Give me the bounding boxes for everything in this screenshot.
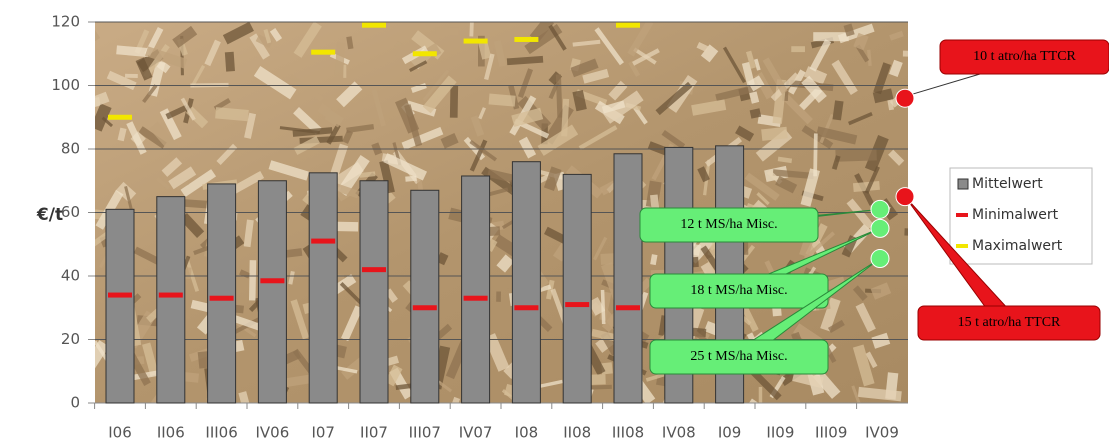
range-marker <box>616 23 640 28</box>
legend-swatch <box>958 179 968 189</box>
range-marker <box>514 305 538 310</box>
bar <box>563 174 591 403</box>
x-tick-label: III08 <box>612 424 644 442</box>
x-tick-label: II08 <box>563 424 591 442</box>
wood-chip <box>435 27 458 34</box>
point <box>896 89 914 107</box>
range-marker <box>311 50 335 55</box>
wood-chip <box>469 22 473 36</box>
x-tick-label: IV08 <box>662 424 696 442</box>
callout-label: 12 t MS/ha Misc. <box>680 217 777 232</box>
bar <box>614 154 642 403</box>
wood-chip <box>835 149 876 162</box>
bar <box>208 184 236 403</box>
wood-chip <box>88 372 95 392</box>
point <box>871 200 889 218</box>
callout-label: 15 t atro/ha TTCR <box>958 315 1061 330</box>
bar <box>106 209 134 403</box>
y-tick-label: 60 <box>61 203 80 221</box>
y-tick-label: 20 <box>61 330 80 348</box>
range-marker <box>616 305 640 310</box>
wood-chip <box>225 52 235 72</box>
chart: €/t 0 20 40 60 80 100 120 I06 II06 III06 IV06 I07 II… <box>0 0 1109 444</box>
y-tick-label: 40 <box>61 267 80 285</box>
callout-label: 25 t MS/ha Misc. <box>690 349 787 364</box>
wood-chip <box>450 85 458 118</box>
range-marker <box>260 278 284 283</box>
bar <box>309 173 337 403</box>
range-marker <box>159 293 183 298</box>
wood-chip <box>66 28 100 56</box>
range-marker <box>565 302 589 307</box>
wood-chip <box>496 291 501 301</box>
x-tick-label: I06 <box>108 424 132 442</box>
range-marker <box>413 51 437 56</box>
x-tick-label: I07 <box>311 424 335 442</box>
x-tick-label: II09 <box>766 424 794 442</box>
wood-chip <box>759 387 762 427</box>
bar <box>258 181 286 403</box>
range-marker <box>210 296 234 301</box>
wood-chip <box>489 93 516 106</box>
range-marker <box>362 267 386 272</box>
wood-chip <box>184 372 199 383</box>
bar <box>157 197 185 403</box>
range-marker <box>413 305 437 310</box>
wood-chip <box>904 228 919 236</box>
x-tick-label: III06 <box>205 424 237 442</box>
y-tick-label: 120 <box>51 13 80 31</box>
x-tick-label: II07 <box>360 424 388 442</box>
bar <box>411 190 439 403</box>
wood-chip <box>791 46 805 52</box>
page: {"chart_data": {"type": "bar", "y_label"… <box>0 0 1109 444</box>
range-marker <box>514 37 538 42</box>
legend-label: Maximalwert <box>972 238 1063 254</box>
x-tick-label: IV09 <box>865 424 899 442</box>
x-tick-label: III07 <box>409 424 441 442</box>
bar <box>360 181 388 403</box>
x-tick-label: I09 <box>718 424 742 442</box>
callout-label: 10 t atro/ha TTCR <box>973 49 1076 64</box>
callout-label: 18 t MS/ha Misc. <box>690 283 787 298</box>
range-marker <box>362 23 386 28</box>
y-tick-label: 100 <box>51 76 80 94</box>
range-marker <box>464 296 488 301</box>
point <box>896 188 914 206</box>
wood-chip <box>813 32 848 41</box>
x-tick-label: I08 <box>515 424 539 442</box>
x-tick-label: IV07 <box>459 424 493 442</box>
legend-swatch <box>956 213 968 217</box>
point <box>871 250 889 268</box>
wood-chip <box>125 74 138 78</box>
bar <box>512 162 540 403</box>
legend-swatch <box>956 244 968 248</box>
x-tick-label: III09 <box>815 424 847 442</box>
y-axis-label: €/t <box>36 205 63 225</box>
wood-chip <box>343 65 346 78</box>
wood-chip <box>590 385 612 390</box>
y-tick-label: 80 <box>61 140 80 158</box>
x-tick-label: II06 <box>157 424 185 442</box>
wood-chip <box>249 260 256 300</box>
range-marker <box>311 239 335 244</box>
wood-chip <box>813 133 817 176</box>
legend-label: Minimalwert <box>972 207 1059 223</box>
range-marker <box>108 115 132 120</box>
y-tick-label: 0 <box>70 394 80 412</box>
point <box>871 219 889 237</box>
range-marker <box>464 39 488 44</box>
legend-label: Mittelwert <box>972 176 1043 192</box>
x-tick-label: IV06 <box>256 424 290 442</box>
wood-chip <box>903 51 927 57</box>
bar <box>462 176 490 403</box>
range-marker <box>108 293 132 298</box>
